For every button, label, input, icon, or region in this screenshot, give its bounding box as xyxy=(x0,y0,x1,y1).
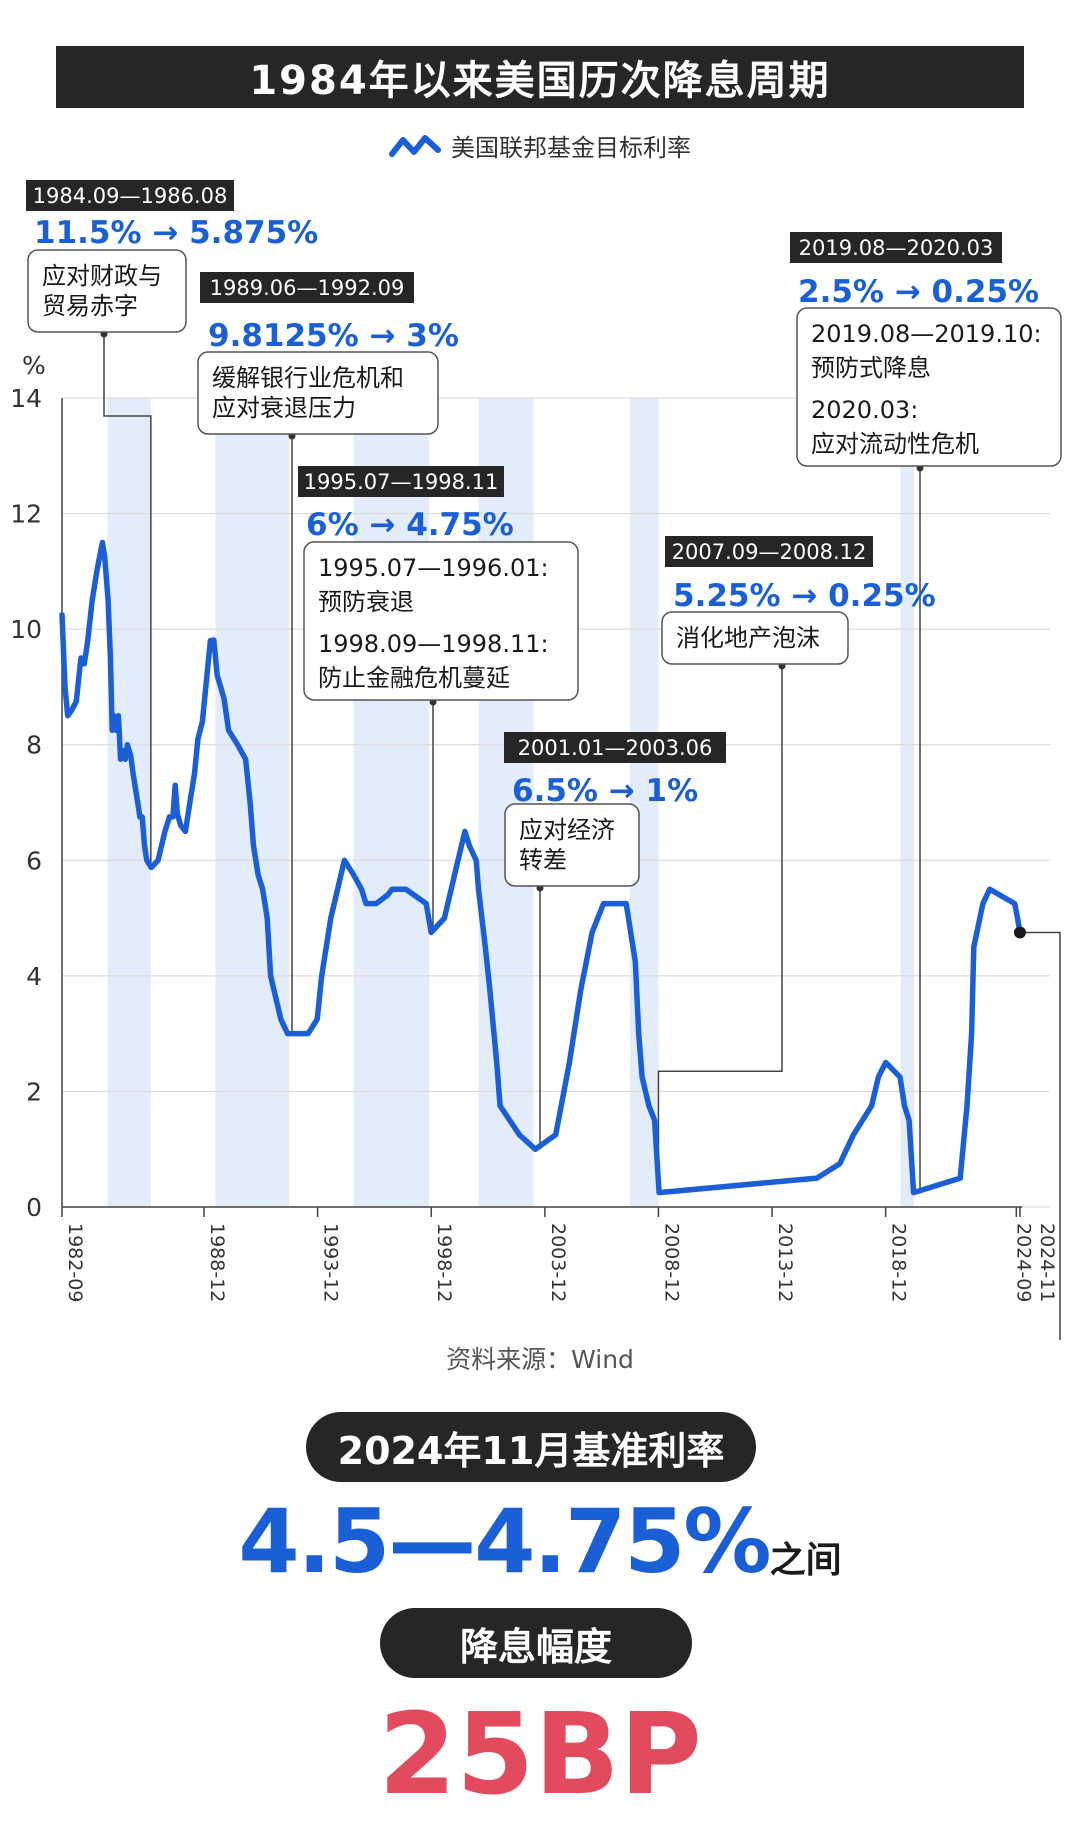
note-box xyxy=(197,351,439,435)
annotation-connector xyxy=(657,664,783,1193)
note-text: 预防衰退 xyxy=(318,588,414,616)
period-tag xyxy=(200,272,414,303)
rate-change-label: 6.5% → 1% xyxy=(512,773,698,809)
annotation-connector xyxy=(103,332,152,868)
x-tick-label: 1998-12 xyxy=(433,1223,455,1302)
rate-change-label: 5.25% → 0.25% xyxy=(673,578,936,614)
x-tick-label: 2003-12 xyxy=(547,1223,569,1302)
note-text: 缓解银行业危机和 xyxy=(212,364,404,392)
period-tag xyxy=(26,180,234,211)
x-tick-label: 1982-09 xyxy=(64,1223,86,1302)
period-label: 1995.07—1998.11 xyxy=(304,470,499,494)
rate-change-label: 6% → 4.75% xyxy=(306,507,514,543)
note-text: 贸易赤字 xyxy=(42,292,138,320)
rate-title-pill: 2024年11月基准利率 xyxy=(306,1412,756,1482)
y-tick-label: 14 xyxy=(10,384,42,413)
cut-value: 25BP xyxy=(378,1690,702,1820)
period-tag xyxy=(790,232,1002,263)
note-text: 转差 xyxy=(519,846,567,874)
period-label: 1989.06—1992.09 xyxy=(210,276,405,300)
period-label: 1984.09—1986.08 xyxy=(33,184,228,208)
period-label: 2001.01—2003.06 xyxy=(518,736,713,760)
note-box xyxy=(661,611,849,665)
x-tick-label: 2024-11 xyxy=(1036,1223,1058,1302)
easing-band xyxy=(353,398,430,1207)
note-box xyxy=(27,249,187,333)
connectors xyxy=(100,330,1061,1340)
easing-band xyxy=(900,398,915,1207)
x-tick-label: 2013-12 xyxy=(774,1223,796,1302)
rate-series-line xyxy=(59,539,1023,1196)
period-tag xyxy=(298,466,504,497)
rate-line: 4.5—4.75%之间 xyxy=(0,1490,1080,1593)
latest-point xyxy=(1013,926,1026,939)
rate-chart: 0 2 4 6 8 10 12 14% 1982-09 1988-12 1993-12 1998-12… xyxy=(10,180,1062,1340)
x-tick-label: 1993-12 xyxy=(320,1223,342,1302)
x-tick-label: 2018-12 xyxy=(888,1223,910,1302)
rate-change-label: 2.5% → 0.25% xyxy=(798,274,1039,310)
legend-label: 美国联邦基金目标利率 xyxy=(451,134,691,162)
note-box xyxy=(504,803,640,887)
note-box xyxy=(303,541,579,701)
note-text: 消化地产泡沫 xyxy=(676,624,820,652)
series xyxy=(59,539,1026,1196)
y-axis-unit: % xyxy=(22,351,46,380)
rate-value: 4.5—4.75% xyxy=(238,1490,771,1593)
latest-connector xyxy=(1019,931,1061,1340)
x-tick-label: 1988-12 xyxy=(206,1223,228,1302)
easing-band xyxy=(107,398,151,1207)
cut-title-pill: 降息幅度 xyxy=(380,1608,692,1678)
x-tick-label: 2024-09 xyxy=(1012,1223,1034,1302)
note-text: 应对经济 xyxy=(519,816,615,844)
y-tick-label: 0 xyxy=(26,1193,42,1222)
note-text: 应对财政与 xyxy=(42,262,162,290)
y-tick-label: 6 xyxy=(26,846,42,875)
legend: 美国联邦基金目标利率 xyxy=(0,128,1080,163)
note-text: 1995.07—1996.01: xyxy=(318,554,549,582)
source-note: 资料来源：Wind xyxy=(446,1345,634,1374)
easing-band xyxy=(478,398,534,1207)
y-tick-label: 8 xyxy=(26,731,42,760)
period-label: 2007.09—2008.12 xyxy=(672,540,867,564)
y-tick-label: 2 xyxy=(26,1077,42,1106)
period-tag xyxy=(665,536,873,567)
note-text: 1998.09—1998.11: xyxy=(318,630,549,658)
note-text: 应对流动性危机 xyxy=(811,430,979,458)
rate-change-label: 11.5% → 5.875% xyxy=(34,215,318,251)
chart-title: 1984年以来美国历次降息周期 xyxy=(56,46,1024,108)
x-tick-label: 2008-12 xyxy=(660,1223,682,1302)
note-box xyxy=(796,307,1062,467)
rate-suffix: 之间 xyxy=(769,1540,842,1581)
note-text: 2020.03: xyxy=(811,396,918,424)
note-text: 2019.08—2019.10: xyxy=(811,320,1042,348)
y-tick-label: 12 xyxy=(10,500,42,529)
note-text: 应对衰退压力 xyxy=(212,394,356,422)
period-label: 2019.08—2020.03 xyxy=(799,236,994,260)
y-tick-label: 10 xyxy=(10,615,42,644)
legend-line-icon xyxy=(389,134,441,157)
note-text: 预防式降息 xyxy=(811,354,931,382)
easing-bands xyxy=(107,398,915,1207)
note-text: 防止金融危机蔓延 xyxy=(318,664,510,692)
rate-change-label: 9.8125% → 3% xyxy=(208,318,459,354)
y-tick-label: 4 xyxy=(26,962,42,991)
period-tag xyxy=(504,732,726,763)
axes: 0 2 4 6 8 10 12 14% 1982-09 1988-12 1993-12 1998-12… xyxy=(10,351,1058,1302)
